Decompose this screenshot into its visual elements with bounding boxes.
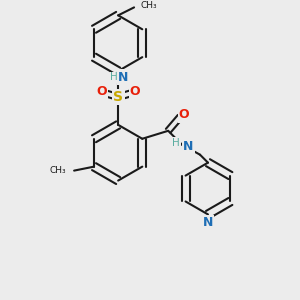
Text: N: N [183, 140, 193, 153]
Text: S: S [113, 90, 123, 104]
Text: O: O [96, 85, 106, 98]
Text: N: N [118, 70, 128, 84]
Text: N: N [203, 216, 213, 230]
Text: CH₃: CH₃ [140, 1, 157, 10]
Text: O: O [179, 108, 189, 122]
Text: CH₃: CH₃ [50, 166, 66, 175]
Text: H: H [172, 138, 180, 148]
Text: H: H [110, 72, 118, 82]
Text: O: O [130, 85, 140, 98]
